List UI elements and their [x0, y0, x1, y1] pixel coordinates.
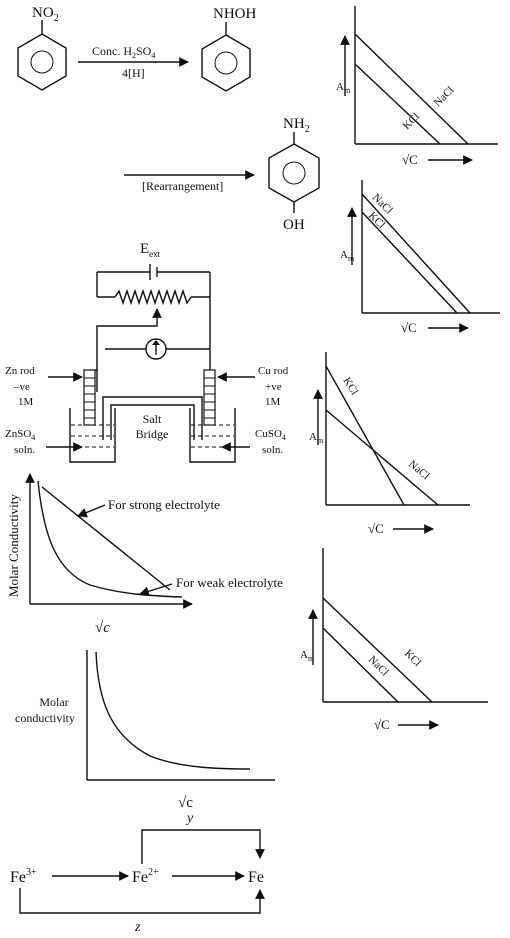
- zn-rod-label: Zn rod: [5, 365, 35, 377]
- og2-xlabel: √C: [401, 320, 417, 335]
- aminophenol-ring: [268, 132, 320, 213]
- strong-weak-graph: Molar Conductivity √c For strong electro…: [6, 473, 283, 636]
- og1-line-nacl: [354, 33, 469, 145]
- battery-symbol: [96, 264, 211, 297]
- sw-xlabel: √c: [95, 620, 110, 636]
- og4-label-kcl: KCl: [402, 648, 423, 669]
- weak-electrolyte-curve: [37, 480, 183, 598]
- salt-bridge-label-2: Bridge: [136, 427, 169, 441]
- iron-scheme: Fe3+ Fe2+ Fe z: [10, 829, 265, 935]
- sw-ylabel: Molar Conductivity: [6, 494, 21, 597]
- strong-electrolyte-line: [41, 486, 171, 591]
- reducer-label: 4[H]: [122, 66, 145, 80]
- mc-caption-y: y: [185, 811, 194, 826]
- og1-label-nacl: NaCl: [432, 84, 457, 109]
- nitro-group-label: NO2: [32, 5, 59, 24]
- option-graph-2: Am NaCl KCl √C: [340, 180, 500, 335]
- og3-line-kcl: [325, 365, 405, 506]
- option-graph-4: Am KCl NaCl √C: [300, 548, 488, 732]
- og1-label-kcl: KCl: [401, 111, 422, 132]
- og3-label-kcl: KCl: [340, 375, 360, 397]
- strong-label: For strong electrolyte: [108, 497, 220, 512]
- og3-ylabel: Am: [309, 431, 324, 445]
- fe-label: Fe: [248, 869, 264, 886]
- og2-ylabel: Am: [340, 249, 355, 263]
- mc-ylabel-1: Molar: [39, 695, 68, 709]
- option-graph-1: Am KCl NaCl √C: [336, 6, 498, 167]
- cu-rod-label: Cu rod: [258, 365, 289, 377]
- oh-label: OH: [283, 217, 305, 233]
- sliding-contact-wire: [96, 308, 162, 392]
- fe2-label: Fe2+: [132, 867, 159, 886]
- og3-xlabel: √C: [368, 521, 384, 536]
- cu-sign-label: +ve: [265, 381, 282, 393]
- iron-caption-z: z: [134, 920, 141, 935]
- phenylhydroxylamine-ring: [201, 22, 251, 92]
- cu-conc-label: 1M: [265, 396, 281, 408]
- zn-conc-label: 1M: [18, 396, 34, 408]
- og3-label-nacl: NaCl: [406, 458, 432, 482]
- og4-ylabel: Am: [300, 649, 315, 663]
- left-beaker: [69, 408, 116, 463]
- znso4-soln-label: soln.: [14, 444, 35, 456]
- og1-xlabel: √C: [402, 152, 418, 167]
- reaction-scheme: NO2 Conc. H2SO4 4[H] NHOH [Rearrangement…: [17, 5, 320, 233]
- strong-pointer: [77, 504, 106, 518]
- zinc-rod: [83, 369, 97, 426]
- molar-conductivity-graph: Molar conductivity √c y: [15, 650, 275, 826]
- salt-bridge-label-1: Salt: [143, 412, 162, 426]
- weak-pointer: [139, 583, 173, 597]
- reagent-label: Conc. H2SO4: [92, 44, 155, 60]
- og1-line-kcl: [354, 63, 441, 145]
- weak-label: For weak electrolyte: [176, 575, 283, 590]
- nitrobenzene-ring: [17, 20, 67, 91]
- og4-line-kcl: [322, 597, 433, 703]
- option-graph-3: Am KCl NaCl √C: [309, 352, 470, 536]
- mc-curve: [95, 651, 251, 770]
- znso4-label: ZnSO4: [5, 428, 35, 442]
- cuso4-label: CuSO4: [255, 428, 286, 442]
- salt-bridge: [102, 396, 203, 440]
- rheostat: [97, 288, 210, 306]
- mc-xlabel: √c: [178, 795, 193, 811]
- rearrangement-label: [Rearrangement]: [142, 179, 223, 193]
- cuso4-soln-label: soln.: [262, 444, 283, 456]
- og4-line-nacl: [322, 627, 399, 703]
- electrochemical-cell: Eext: [5, 241, 289, 463]
- og2-line-nacl: [361, 193, 471, 314]
- zn-sign-label: –ve: [13, 381, 30, 393]
- copper-rod: [203, 369, 216, 426]
- mc-ylabel-2: conductivity: [15, 711, 75, 725]
- fe2-to-fe-top-path: [141, 829, 265, 864]
- nh2-label: NH2: [283, 116, 310, 135]
- og1-ylabel: Am: [336, 81, 351, 95]
- fe3-to-fe-bottom-path: [19, 888, 265, 914]
- nhoh-label: NHOH: [213, 6, 256, 22]
- galvanometer-icon: [145, 338, 167, 360]
- og3-line-nacl: [325, 409, 439, 506]
- eext-label: Eext: [140, 241, 161, 259]
- fe3-label: Fe3+: [10, 867, 37, 886]
- og4-xlabel: √C: [374, 717, 390, 732]
- og2-line-kcl: [361, 211, 458, 314]
